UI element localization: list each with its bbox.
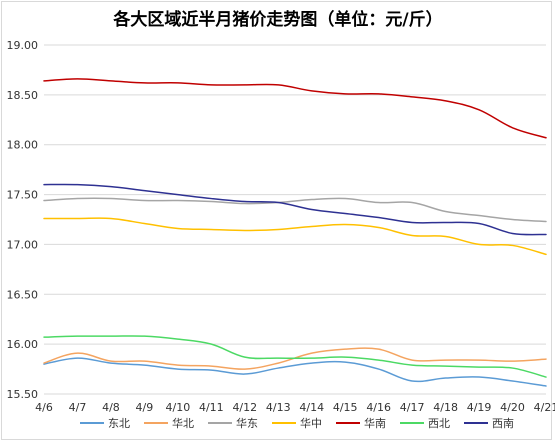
x-tick-label: 4/10 (166, 401, 191, 414)
legend-label: 东北 (108, 417, 130, 430)
x-tick-label: 4/14 (299, 401, 324, 414)
y-tick-label: 18.00 (7, 139, 39, 152)
series-line-西南 (43, 183, 547, 236)
x-tick-label: 4/20 (500, 401, 525, 414)
legend-label: 华中 (300, 416, 322, 430)
series-lines (43, 78, 547, 387)
x-axis-ticks: 4/6 4/7 4/8 4/9 4/10 4/11 4/12 4/13 4/14 4/15 4/16… (35, 401, 555, 414)
x-tick-label: 4/18 (433, 401, 458, 414)
legend: 东北 华北 华东 华中 华南 西北 西南 (80, 416, 514, 430)
x-tick-label: 4/8 (102, 401, 120, 414)
x-tick-label: 4/7 (69, 401, 87, 414)
x-tick-label: 4/17 (400, 401, 425, 414)
x-tick-label: 4/21 (534, 401, 555, 414)
x-tick-label: 4/9 (136, 401, 154, 414)
legend-label: 华东 (236, 416, 258, 430)
legend-label: 华北 (172, 416, 194, 430)
y-tick-label: 16.00 (7, 338, 39, 351)
series-line-华南 (43, 78, 547, 139)
chart-title: 各大区域近半月猪价走势图（单位：元/斤） (112, 9, 442, 30)
x-tick-label: 4/11 (199, 401, 224, 414)
y-tick-label: 15.50 (7, 388, 39, 401)
x-tick-label: 4/16 (366, 401, 391, 414)
series-line-西北 (43, 335, 547, 378)
series-line-华中 (43, 217, 547, 256)
legend-label: 华南 (364, 416, 386, 430)
grid-lines (44, 44, 546, 395)
y-tick-label: 18.50 (7, 89, 39, 102)
x-tick-label: 4/6 (35, 401, 53, 414)
y-tick-label: 16.50 (7, 288, 39, 301)
x-tick-label: 4/15 (333, 401, 358, 414)
y-tick-label: 17.00 (7, 238, 39, 251)
x-tick-label: 4/12 (232, 401, 257, 414)
y-axis-ticks: 15.50 16.00 16.50 17.00 17.50 18.00 18.50 19.00 (7, 39, 39, 401)
series-line-华东 (43, 197, 547, 223)
series-line-东北 (43, 357, 547, 387)
y-tick-label: 17.50 (7, 189, 39, 202)
y-tick-label: 19.00 (7, 39, 39, 52)
x-tick-label: 4/19 (467, 401, 492, 414)
x-tick-label: 4/13 (266, 401, 291, 414)
legend-label: 西北 (428, 417, 450, 430)
legend-label: 西南 (492, 417, 514, 430)
